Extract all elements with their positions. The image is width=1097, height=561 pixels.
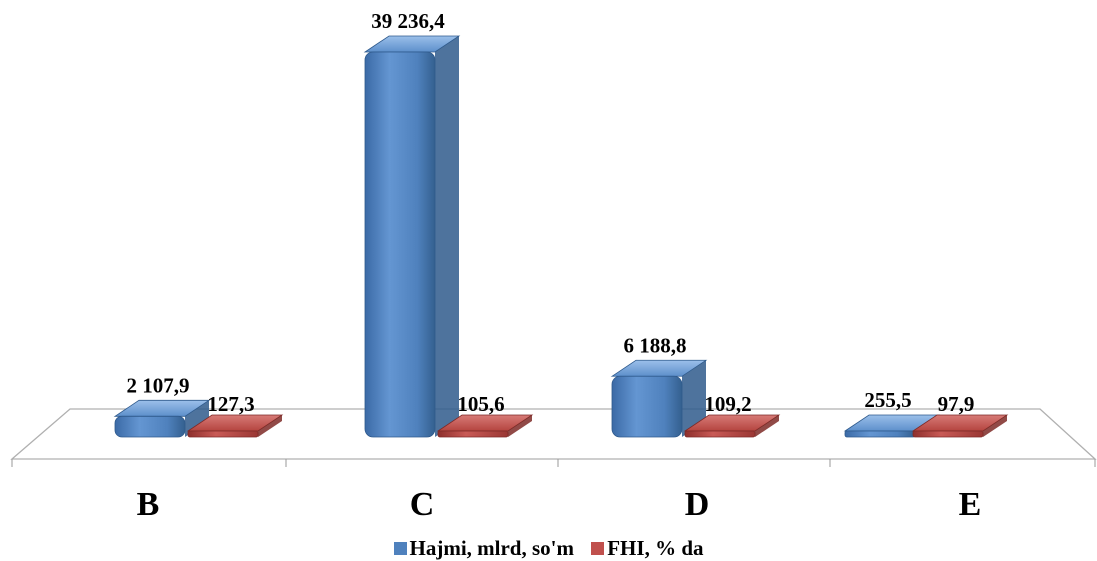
bar-fhi-E — [911, 414, 1009, 438]
data-label-fhi-D: 109,2 — [704, 392, 751, 416]
legend-swatch-fhi — [591, 542, 605, 555]
bar-fhi-B-side — [258, 415, 282, 437]
data-label-volume-C: 39 236,4 — [371, 9, 445, 33]
bar-fhi-D-side — [755, 415, 779, 437]
bar-fhi-B — [186, 414, 284, 438]
bars — [113, 35, 1009, 438]
bar-fhi-C-front — [437, 430, 509, 438]
category-labels: B C D E — [137, 486, 982, 523]
category-label-C: C — [410, 486, 435, 523]
data-label-fhi-B: 127,3 — [207, 392, 254, 416]
data-label-fhi-C: 105,6 — [457, 392, 504, 416]
legend-swatch-volume — [393, 542, 407, 555]
bar-volume-B-side — [185, 400, 209, 437]
legend: Hajmi, mlrd, so'm FHI, % da — [0, 536, 1097, 561]
category-label-D: D — [685, 486, 710, 523]
bar-fhi-E-side — [983, 415, 1007, 437]
bar-volume-D-side — [682, 360, 706, 437]
bar-volume-E-front — [844, 430, 916, 438]
legend-label-volume: Hajmi, mlrd, so'm — [409, 536, 574, 560]
bar-fhi-C — [436, 414, 534, 438]
bar-fhi-C-side — [508, 415, 532, 437]
data-labels: 2 107,9 127,3 39 236,4 105,6 6 188,8 109,2 255… — [127, 9, 975, 416]
bar-volume-C-side — [435, 36, 459, 437]
data-label-fhi-E: 97,9 — [938, 392, 975, 416]
bar-volume-B — [113, 399, 211, 438]
legend-item-fhi: FHI, % da — [591, 536, 704, 561]
legend-item-volume: Hajmi, mlrd, so'm — [393, 536, 574, 561]
data-label-volume-B: 2 107,9 — [127, 373, 190, 397]
floor — [10, 408, 1097, 467]
bar-volume-B-front — [114, 415, 186, 438]
bar-volume-D — [610, 359, 708, 438]
category-label-E: E — [959, 486, 982, 523]
floor-plane — [10, 408, 1097, 460]
category-label-B: B — [137, 486, 160, 523]
bar-fhi-D-front — [684, 430, 756, 438]
bar-volume-C — [363, 35, 461, 438]
legend-label-fhi: FHI, % da — [607, 536, 704, 560]
bar-volume-C-front — [364, 51, 436, 438]
data-label-volume-D: 6 188,8 — [624, 333, 687, 357]
data-label-volume-E: 255,5 — [864, 388, 911, 412]
bar-fhi-B-front — [187, 430, 259, 438]
bar-volume-D-front — [611, 375, 683, 438]
bar-fhi-D — [683, 414, 781, 438]
bar-fhi-E-front — [912, 430, 984, 438]
